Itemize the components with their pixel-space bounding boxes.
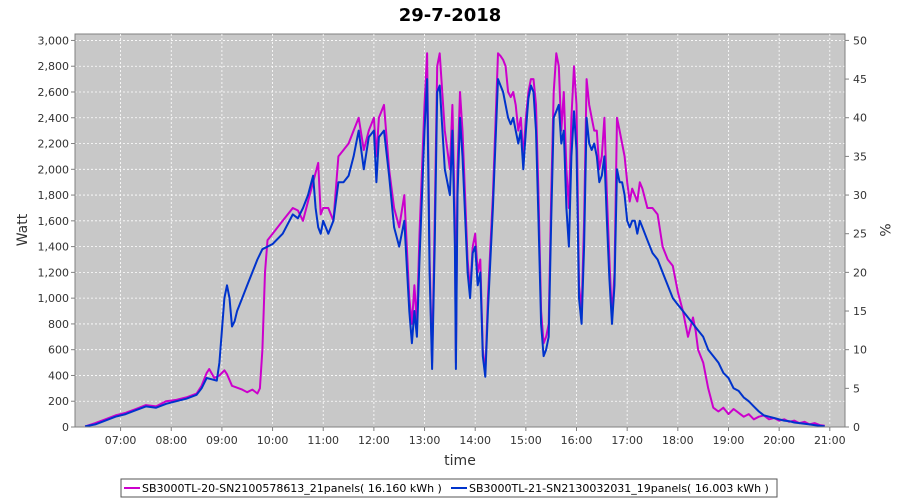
- y2-tick-label: 50: [853, 34, 867, 47]
- y-tick-label: 2,600: [38, 86, 70, 99]
- y-tick-label: 1,000: [38, 292, 70, 305]
- y2-tick-label: 5: [853, 382, 860, 395]
- y-tick-label: 1,200: [38, 266, 70, 279]
- series-lines: [84, 52, 825, 428]
- legend-label-series-1: SB3000TL-20-SN2100578613_21panels( 16.16…: [142, 482, 442, 495]
- y-tick-label: 400: [48, 369, 69, 382]
- x-tick-label: 17:00: [611, 434, 643, 447]
- y-tick-label: 2,200: [38, 138, 70, 151]
- y2-tick-label: 15: [853, 305, 867, 318]
- y-tick-label: 1,600: [38, 215, 70, 228]
- x-axis: 07:00 08:00 09:00 10:00 11:00 12:00 13:00 14:00…: [75, 426, 846, 447]
- y2-tick-label: 40: [853, 112, 867, 125]
- x-tick-label: 14:00: [459, 434, 491, 447]
- y-tick-label: 200: [48, 395, 69, 408]
- y-axis-title: Watt: [15, 213, 31, 246]
- y-tick-label: 2,400: [38, 112, 70, 125]
- series-line-1: [84, 52, 825, 428]
- y-tick-label: 3,000: [38, 34, 70, 47]
- chart-title: 29-7-2018: [399, 5, 502, 26]
- x-tick-label: 11:00: [307, 434, 339, 447]
- y-tick-label: 0: [62, 421, 69, 434]
- legend-label-series-2: SB3000TL-21-SN2130032031_19panels( 16.00…: [469, 482, 769, 495]
- y-tick-label: 2,800: [38, 60, 70, 73]
- y2-tick-label: 30: [853, 189, 867, 202]
- legend-box: [120, 478, 778, 498]
- y2-tick-label: 0: [853, 421, 860, 434]
- legend: SB3000TL-20-SN2100578613_21panels( 16.16…: [120, 478, 778, 498]
- y2-tick-label: 10: [853, 344, 867, 357]
- x-tick-label: 09:00: [206, 434, 238, 447]
- x-tick-label: 12:00: [358, 434, 390, 447]
- y2-tick-label: 35: [853, 150, 867, 163]
- y2-tick-label: 25: [853, 228, 867, 241]
- gridlines: [75, 34, 845, 427]
- x-tick-label: 19:00: [713, 434, 745, 447]
- y-tick-label: 800: [48, 318, 69, 331]
- x-tick-label: 15:00: [510, 434, 542, 447]
- x-tick-label: 07:00: [105, 434, 137, 447]
- y2-tick-label: 20: [853, 266, 867, 279]
- x-tick-label: 20:00: [763, 434, 795, 447]
- x-tick-label: 10:00: [257, 434, 289, 447]
- x-axis-title: time: [444, 453, 476, 469]
- series-line-2: [84, 78, 825, 428]
- y2-axis-title: %: [876, 223, 892, 236]
- x-tick-label: 18:00: [662, 434, 694, 447]
- y-tick-label: 1,800: [38, 189, 70, 202]
- y2-tick-label: 45: [853, 73, 867, 86]
- x-tick-label: 08:00: [155, 434, 187, 447]
- y-axis-right: 0 5 10 15 20 25 30 35 40 45 50: [844, 34, 867, 434]
- y-tick-label: 1,400: [38, 241, 70, 254]
- y-tick-label: 600: [48, 344, 69, 357]
- x-tick-label: 16:00: [561, 434, 593, 447]
- y-axis-left: 0 200 400 600 800 1,000 1,200 1,400 1,600 1,800 2,…: [38, 34, 76, 434]
- x-tick-label: 13:00: [409, 434, 441, 447]
- y-tick-label: 2,000: [38, 163, 70, 176]
- x-tick-label: 21:00: [814, 434, 846, 447]
